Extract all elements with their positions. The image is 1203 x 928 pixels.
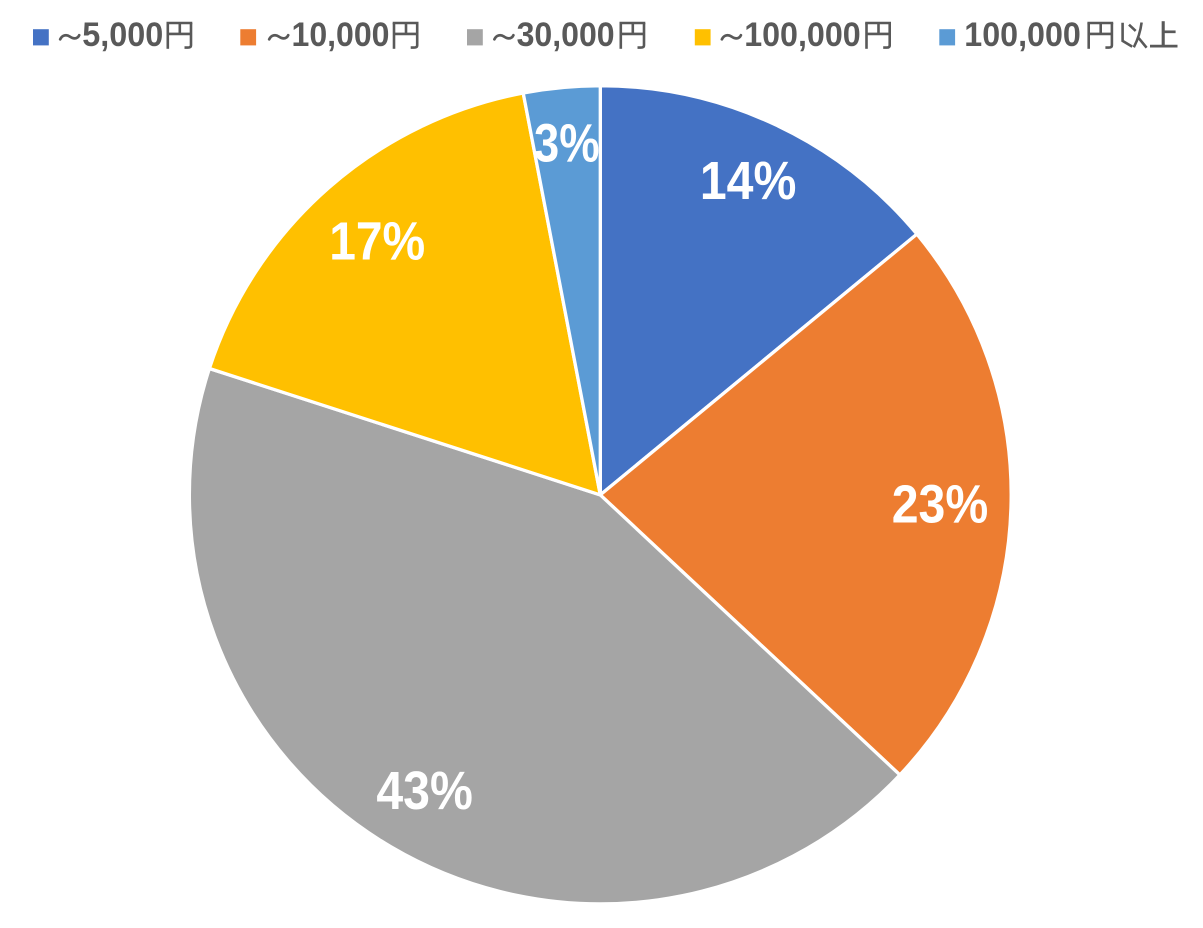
svg-text:17%: 17%	[329, 211, 425, 271]
svg-text:5,000: 5,000	[82, 16, 163, 54]
svg-text:10,000: 10,000	[292, 16, 390, 54]
svg-text:43%: 43%	[376, 761, 473, 821]
svg-text:100,000: 100,000	[964, 16, 1081, 54]
svg-text:100,000: 100,000	[744, 16, 861, 54]
svg-text:23%: 23%	[892, 475, 989, 535]
svg-text:30,000: 30,000	[517, 16, 615, 54]
svg-text:14%: 14%	[700, 151, 797, 211]
svg-text:3%: 3%	[534, 114, 600, 174]
